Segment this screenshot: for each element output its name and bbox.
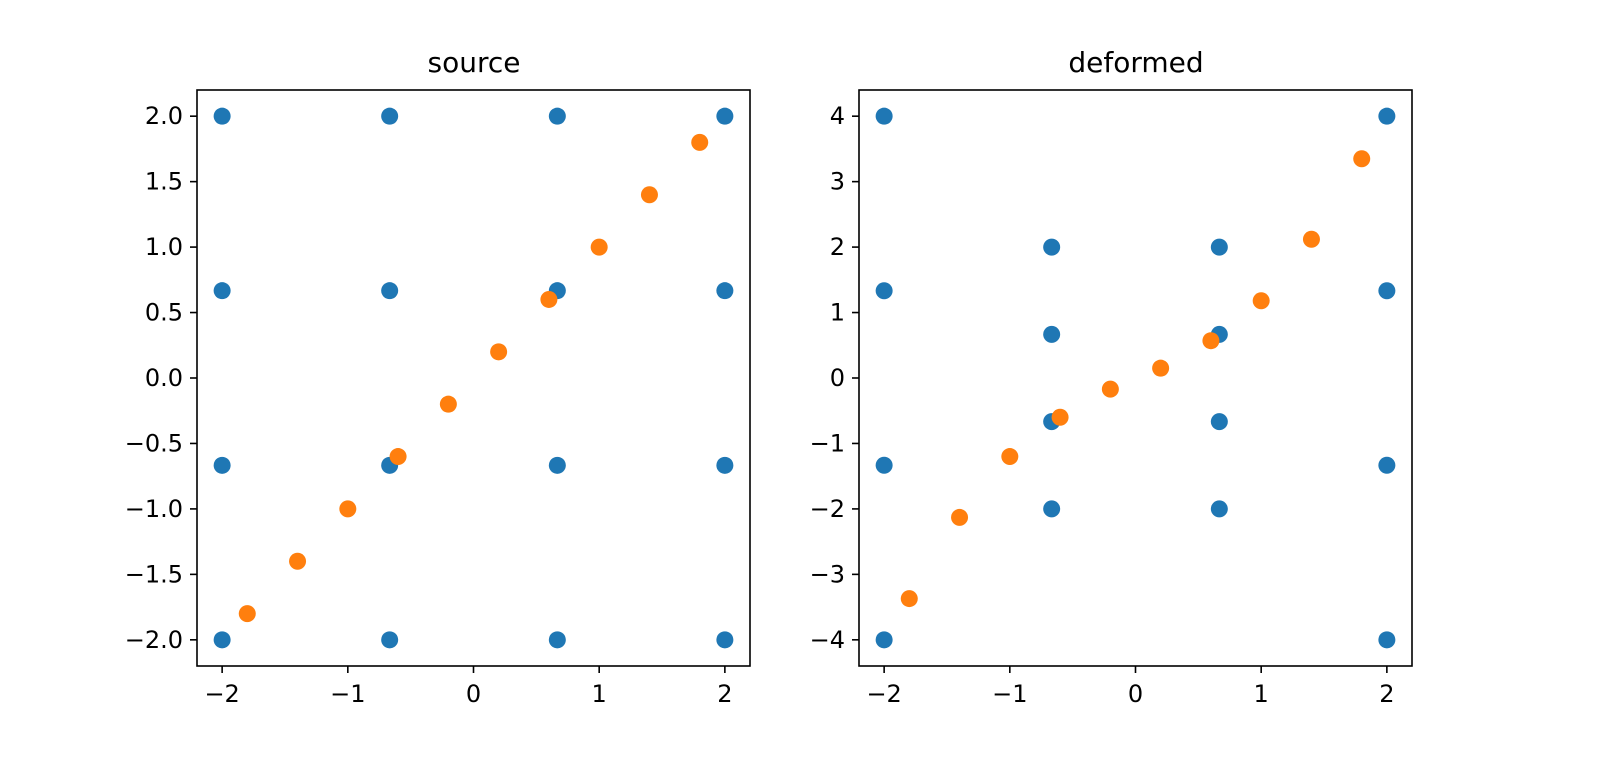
deformed-series-1-point-1 <box>951 508 969 526</box>
deformed-series-0-point-0 <box>875 631 893 649</box>
source-series-0-point-0 <box>213 631 231 649</box>
deformed-series-0-point-11 <box>1378 282 1396 300</box>
source-xtick-label-0: −2 <box>204 680 239 708</box>
deformed-series-0-point-12 <box>875 107 893 125</box>
source-ytick-label-4: 0.0 <box>145 364 183 392</box>
source-series-0-point-4 <box>213 456 231 474</box>
source-series-0-point-15 <box>716 107 734 125</box>
source-series-1-point-3 <box>389 448 407 466</box>
source-series-0-point-8 <box>213 282 231 300</box>
deformed-marks <box>875 107 1396 649</box>
deformed-series-0-point-8 <box>875 282 893 300</box>
deformed-ytick-label-8: 4 <box>830 102 845 130</box>
deformed-series-0-point-13 <box>1043 238 1061 256</box>
deformed-series-0-point-1 <box>1043 500 1061 518</box>
source-ytick-label-5: 0.5 <box>145 299 183 327</box>
deformed-ytick-label-2: −2 <box>810 495 845 523</box>
source-series-1-point-6 <box>540 290 558 308</box>
deformed-title: deformed <box>1068 46 1203 79</box>
source-ytick-label-8: 2.0 <box>145 102 183 130</box>
source-series-0-point-14 <box>548 107 566 125</box>
deformed-series-0-point-6 <box>1210 413 1228 431</box>
deformed-xtick-label-0: −2 <box>866 680 901 708</box>
deformed-series-0-point-14 <box>1210 238 1228 256</box>
deformed-ytick-label-6: 2 <box>830 233 845 261</box>
source-xtick-label-4: 2 <box>717 680 732 708</box>
deformed-series-0-point-2 <box>1210 500 1228 518</box>
deformed-xtick-label-3: 1 <box>1254 680 1269 708</box>
source-series-0-point-11 <box>716 282 734 300</box>
deformed-series-0-point-3 <box>1378 631 1396 649</box>
source-ytick-label-0: −2.0 <box>125 626 183 654</box>
deformed-axes-frame <box>858 89 1413 667</box>
deformed-series-1-point-4 <box>1101 380 1119 398</box>
deformed-series-1-point-9 <box>1353 150 1371 168</box>
source-series-1-point-9 <box>691 133 709 151</box>
source-ticks: −2 −1 0 1 2 −2.0 −1.5 −1.0 −0.5 0.0 0.5 1.0 1.5 2.0 <box>125 102 733 708</box>
source-series-0-point-6 <box>548 456 566 474</box>
deformed-ytick-label-3: −1 <box>810 429 845 457</box>
deformed-series-1-point-5 <box>1152 359 1170 377</box>
source-xtick-label-1: −1 <box>330 680 365 708</box>
source-ytick-label-7: 1.5 <box>145 168 183 196</box>
source-series-0-point-2 <box>548 631 566 649</box>
source-series-0-point-13 <box>381 107 399 125</box>
deformed-series-0-point-9 <box>1043 325 1061 343</box>
source-ytick-label-1: −1.5 <box>125 560 183 588</box>
deformed-plot: deformed −2 −1 0 1 2 −4 −3 −2 −1 0 1 2 3 4 <box>810 46 1413 708</box>
source-series-1-point-2 <box>339 500 357 518</box>
deformed-xtick-label-2: 0 <box>1128 680 1143 708</box>
source-series-1-point-5 <box>490 343 508 361</box>
source-ytick-label-6: 1.0 <box>145 233 183 261</box>
source-series-0-point-9 <box>381 282 399 300</box>
source-series-0-point-7 <box>716 456 734 474</box>
deformed-series-1-point-2 <box>1001 448 1019 466</box>
deformed-ytick-label-4: 0 <box>830 364 845 392</box>
deformed-series-1-point-3 <box>1051 408 1069 426</box>
deformed-ytick-label-0: −4 <box>810 626 845 654</box>
source-xtick-label-3: 1 <box>592 680 607 708</box>
source-series-1-point-0 <box>238 605 256 623</box>
deformed-series-0-point-7 <box>1378 456 1396 474</box>
deformed-xtick-label-1: −1 <box>992 680 1027 708</box>
deformed-series-1-point-0 <box>900 590 918 608</box>
deformed-ytick-label-5: 1 <box>830 299 845 327</box>
source-series-1-point-8 <box>640 186 658 204</box>
deformed-ticks: −2 −1 0 1 2 −4 −3 −2 −1 0 1 2 3 4 <box>810 102 1395 708</box>
source-series-0-point-12 <box>213 107 231 125</box>
source-series-1-point-1 <box>289 552 307 570</box>
deformed-series-1-point-6 <box>1202 332 1220 350</box>
source-xtick-label-2: 0 <box>466 680 481 708</box>
source-series-1-point-7 <box>590 238 608 256</box>
source-series-0-point-3 <box>716 631 734 649</box>
source-axes-frame <box>196 89 751 667</box>
deformed-ytick-label-7: 3 <box>830 168 845 196</box>
source-plot: source −2 −1 0 1 2 −2.0 −1.5 −1.0 −0.5 0.0 0.5 1.0 1… <box>125 46 751 708</box>
deformed-series-1-point-8 <box>1302 230 1320 248</box>
deformed-series-0-point-15 <box>1378 107 1396 125</box>
source-ytick-label-2: −1.0 <box>125 495 183 523</box>
deformed-xtick-label-4: 2 <box>1379 680 1394 708</box>
source-series-0-point-1 <box>381 631 399 649</box>
source-series-1-point-4 <box>439 395 457 413</box>
deformed-series-0-point-4 <box>875 456 893 474</box>
deformed-series-1-point-7 <box>1252 292 1270 310</box>
source-ytick-label-3: −0.5 <box>125 429 183 457</box>
deformed-ytick-label-1: −3 <box>810 560 845 588</box>
source-title: source <box>428 46 521 79</box>
source-marks <box>213 107 734 649</box>
